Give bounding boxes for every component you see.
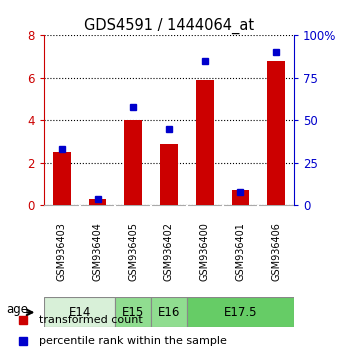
Text: E14: E14 <box>69 306 91 319</box>
Bar <box>196 80 214 205</box>
Bar <box>151 297 187 327</box>
Text: GSM936405: GSM936405 <box>128 222 138 281</box>
Bar <box>44 297 115 327</box>
Bar <box>160 144 178 205</box>
Bar <box>267 61 285 205</box>
Bar <box>187 297 294 327</box>
Bar <box>124 120 142 205</box>
Text: GSM936403: GSM936403 <box>57 222 67 281</box>
Text: GSM936400: GSM936400 <box>200 222 210 281</box>
Bar <box>89 199 106 205</box>
Bar <box>115 297 151 327</box>
Text: E16: E16 <box>158 306 180 319</box>
Text: GSM936402: GSM936402 <box>164 222 174 281</box>
Text: GSM936404: GSM936404 <box>93 222 102 281</box>
Text: percentile rank within the sample: percentile rank within the sample <box>39 336 227 346</box>
Text: E15: E15 <box>122 306 144 319</box>
Text: age: age <box>7 303 29 316</box>
Text: transformed count: transformed count <box>39 315 143 325</box>
Title: GDS4591 / 1444064_at: GDS4591 / 1444064_at <box>84 18 254 34</box>
Text: E17.5: E17.5 <box>224 306 257 319</box>
Text: GSM936401: GSM936401 <box>236 222 245 281</box>
Bar <box>232 190 249 205</box>
Text: GSM936406: GSM936406 <box>271 222 281 281</box>
Bar <box>53 152 71 205</box>
